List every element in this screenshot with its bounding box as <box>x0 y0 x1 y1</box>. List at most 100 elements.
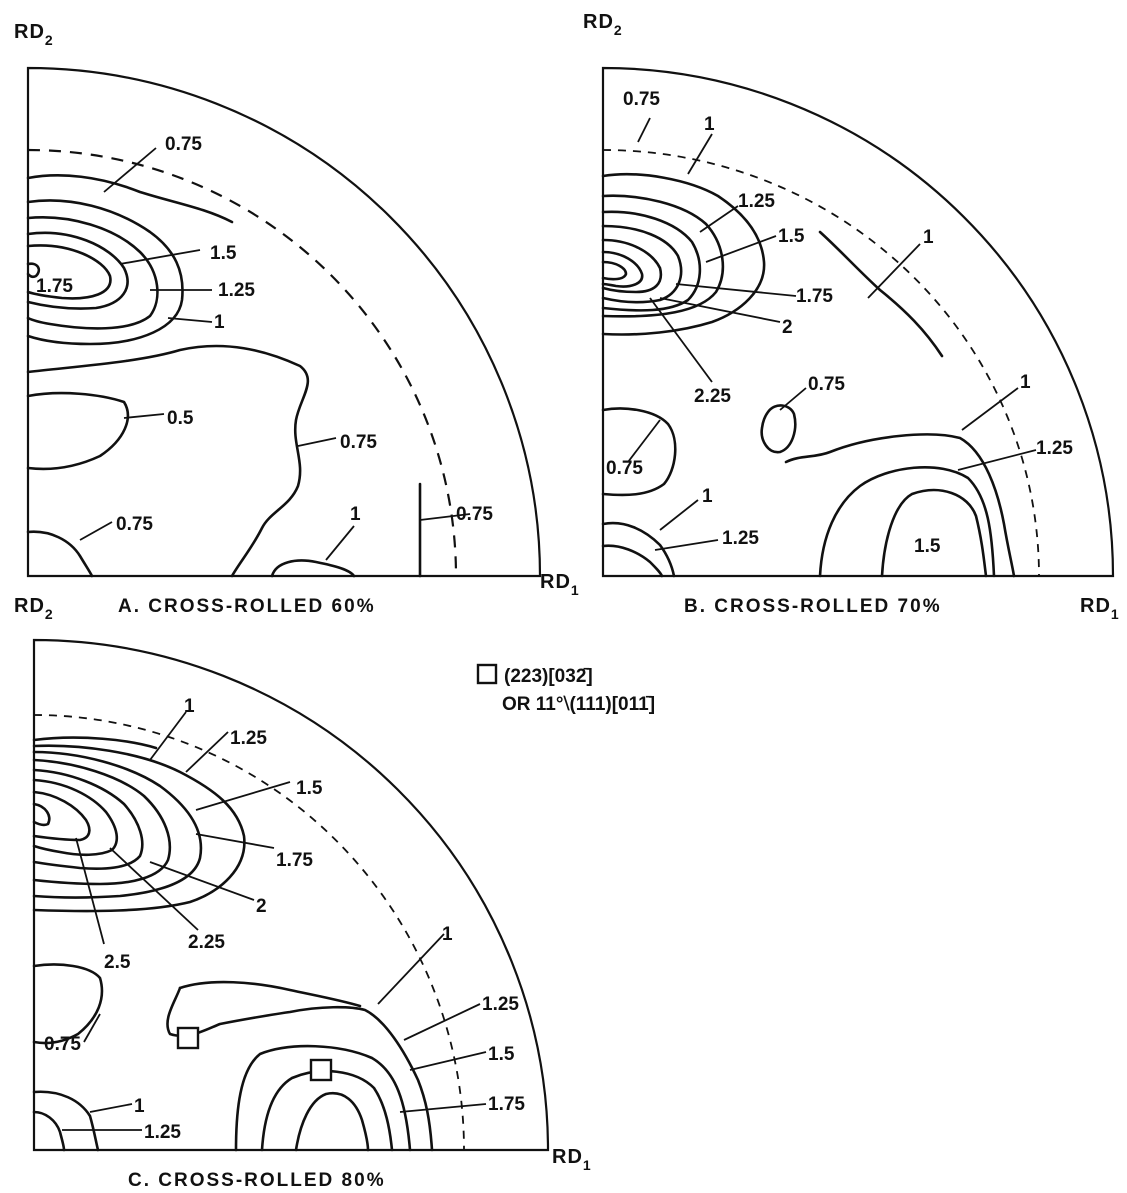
panel-a-label: 1.5 <box>210 243 237 264</box>
panel-c-contour-1-top <box>32 736 158 750</box>
panel-a-label: 0.75 <box>340 432 377 453</box>
panel-c-label: 1.25 <box>230 728 267 749</box>
panel-c-contour-2-5 <box>32 790 91 842</box>
panel-b-label: 1 <box>923 227 934 248</box>
panel-b-contour-1-25-right <box>818 466 996 578</box>
panel-b-contour-1-5 <box>601 224 683 304</box>
panel-b-label: 1 <box>702 486 713 507</box>
panel-a-frame <box>26 66 542 578</box>
legend-line-1: (223)[032̄] <box>504 666 593 687</box>
panel-c-label: 0.75 <box>44 1034 81 1055</box>
panel-c-contour-1-right <box>166 986 434 1152</box>
panel-c-label: 2.25 <box>188 932 225 953</box>
panel-b-caption: B. CROSS-ROLLED 70% <box>684 596 942 617</box>
panel-a-label: 0.75 <box>116 514 153 535</box>
panel-c-label: 1.5 <box>488 1044 515 1065</box>
panel-a-label: 1.75 <box>36 276 73 297</box>
panel-b: RD2 <box>583 11 1120 622</box>
panel-b-label: 1 <box>1020 372 1031 393</box>
panel-b-contour-2-25 <box>601 260 628 281</box>
panel-a-contour-1-low <box>270 559 356 578</box>
panel-b-contour-1-upper-right <box>818 230 944 358</box>
panel-b-contour-0-75-left <box>601 407 677 497</box>
panel-b-contour-0-75-top <box>601 172 766 336</box>
panel-b-contour-1-5-right <box>880 488 988 578</box>
panel-c-label: 1.75 <box>276 850 313 871</box>
legend: (223)[032̄] OR 11°⧵(111)[011̄] <box>476 663 655 715</box>
panel-c-contour-1-25 <box>32 744 246 913</box>
panel-a-contour-1-5 <box>26 231 129 310</box>
panel-c-orientation-marker <box>176 1026 200 1050</box>
panel-b-leaders <box>627 117 1037 551</box>
panel-b-dashed-circle <box>602 149 1040 577</box>
panel-c-label: 1.5 <box>296 778 323 799</box>
panel-a: RD2 0.75 1.5 1.75 1.25 1 0.5 0.75 <box>14 21 580 617</box>
panel-c-label: 1.75 <box>488 1094 525 1115</box>
panel-c-contour-1-75-right <box>260 1069 394 1152</box>
panel-a-label: 0.5 <box>167 408 194 429</box>
panel-b-contour-1-25 <box>601 210 702 312</box>
panel-c-contour-0-75-left <box>32 963 104 1045</box>
panel-b-label: 0.75 <box>808 374 845 395</box>
panel-a-label: 0.75 <box>165 134 202 155</box>
panel-c-contour-1-left <box>32 1090 100 1152</box>
panel-a-contour-0-75-low <box>26 530 94 578</box>
panel-c-dashed-circle <box>33 714 465 1151</box>
panel-a-axis-top: RD2 <box>14 21 54 48</box>
panel-b-axis-top: RD2 <box>583 11 623 38</box>
panel-b-contour-1 <box>601 194 725 318</box>
panel-c-contour-1-5 <box>32 750 203 899</box>
panel-b-label: 2 <box>782 317 793 338</box>
panel-a-dashed-circle <box>27 148 458 577</box>
panel-a-contour-peak <box>26 262 41 279</box>
panel-b-axis-right: RD1 <box>1080 595 1120 622</box>
panel-b-label: 0.75 <box>623 89 660 110</box>
panel-b-contour-1-right <box>784 433 1016 578</box>
panel-b-label: 1.25 <box>722 528 759 549</box>
panel-b-label: 0.75 <box>606 458 643 479</box>
legend-line-2: OR 11°⧵(111)[011̄] <box>502 694 655 715</box>
panel-c-label: 1.25 <box>144 1122 181 1143</box>
panel-c-contour-1-75 <box>32 758 172 886</box>
panel-c-caption: C. CROSS-ROLLED 80% <box>128 1170 386 1191</box>
panel-a-contour-0-75-mid <box>26 344 310 578</box>
panel-a-contour-1-25 <box>26 216 159 330</box>
panel-c-contour-1-25-left <box>32 1110 66 1152</box>
panel-a-label: 1.25 <box>218 280 255 301</box>
panel-c-contour-1-5-right <box>234 1044 412 1152</box>
panel-b-frame <box>601 66 1115 578</box>
panel-c-contour-2-right <box>294 1091 370 1152</box>
panel-c-contour-peak <box>32 802 51 827</box>
panel-b-label: 1.75 <box>796 286 833 307</box>
panel-b-contour-1-25-left <box>601 544 664 578</box>
panel-a-label: 1 <box>214 312 225 333</box>
panel-b-contour-0-75-blob <box>760 404 797 454</box>
panel-c-axis-top: RD2 <box>14 595 54 622</box>
panel-a-contour-1-top <box>26 199 184 346</box>
panel-c-label: 1 <box>134 1096 145 1117</box>
panel-c-contour-1-25-right <box>178 980 362 1008</box>
panel-b-label: 1.5 <box>914 536 941 557</box>
panel-a-contour-0-5 <box>26 391 130 471</box>
panel-c-label: 1 <box>442 924 453 945</box>
panel-c-label: 2 <box>256 896 267 917</box>
panel-c-label: 1.25 <box>482 994 519 1015</box>
panel-b-label: 1 <box>704 114 715 135</box>
panel-b-label: 1.25 <box>738 191 775 212</box>
panel-a-leaders <box>79 147 471 561</box>
panel-c-orientation-marker <box>309 1058 333 1082</box>
legend-square-icon <box>476 663 498 685</box>
panel-a-label: 0.75 <box>456 504 493 525</box>
panel-c-axis-right: RD1 <box>552 1146 592 1173</box>
panel-b-label: 1.25 <box>1036 438 1073 459</box>
panel-c: RD2 <box>14 595 592 1191</box>
panel-c-contour-2 <box>32 768 144 870</box>
panel-a-axis-right: RD1 <box>540 571 580 598</box>
panel-a-contour-0-75-top <box>26 174 234 224</box>
panel-c-label: 2.5 <box>104 952 131 973</box>
panel-b-contour-1-75 <box>601 238 663 294</box>
panel-b-label: 1.5 <box>778 226 805 247</box>
panel-a-caption: A. CROSS-ROLLED 60% <box>118 596 376 617</box>
panel-b-contour-1-left <box>601 521 676 578</box>
